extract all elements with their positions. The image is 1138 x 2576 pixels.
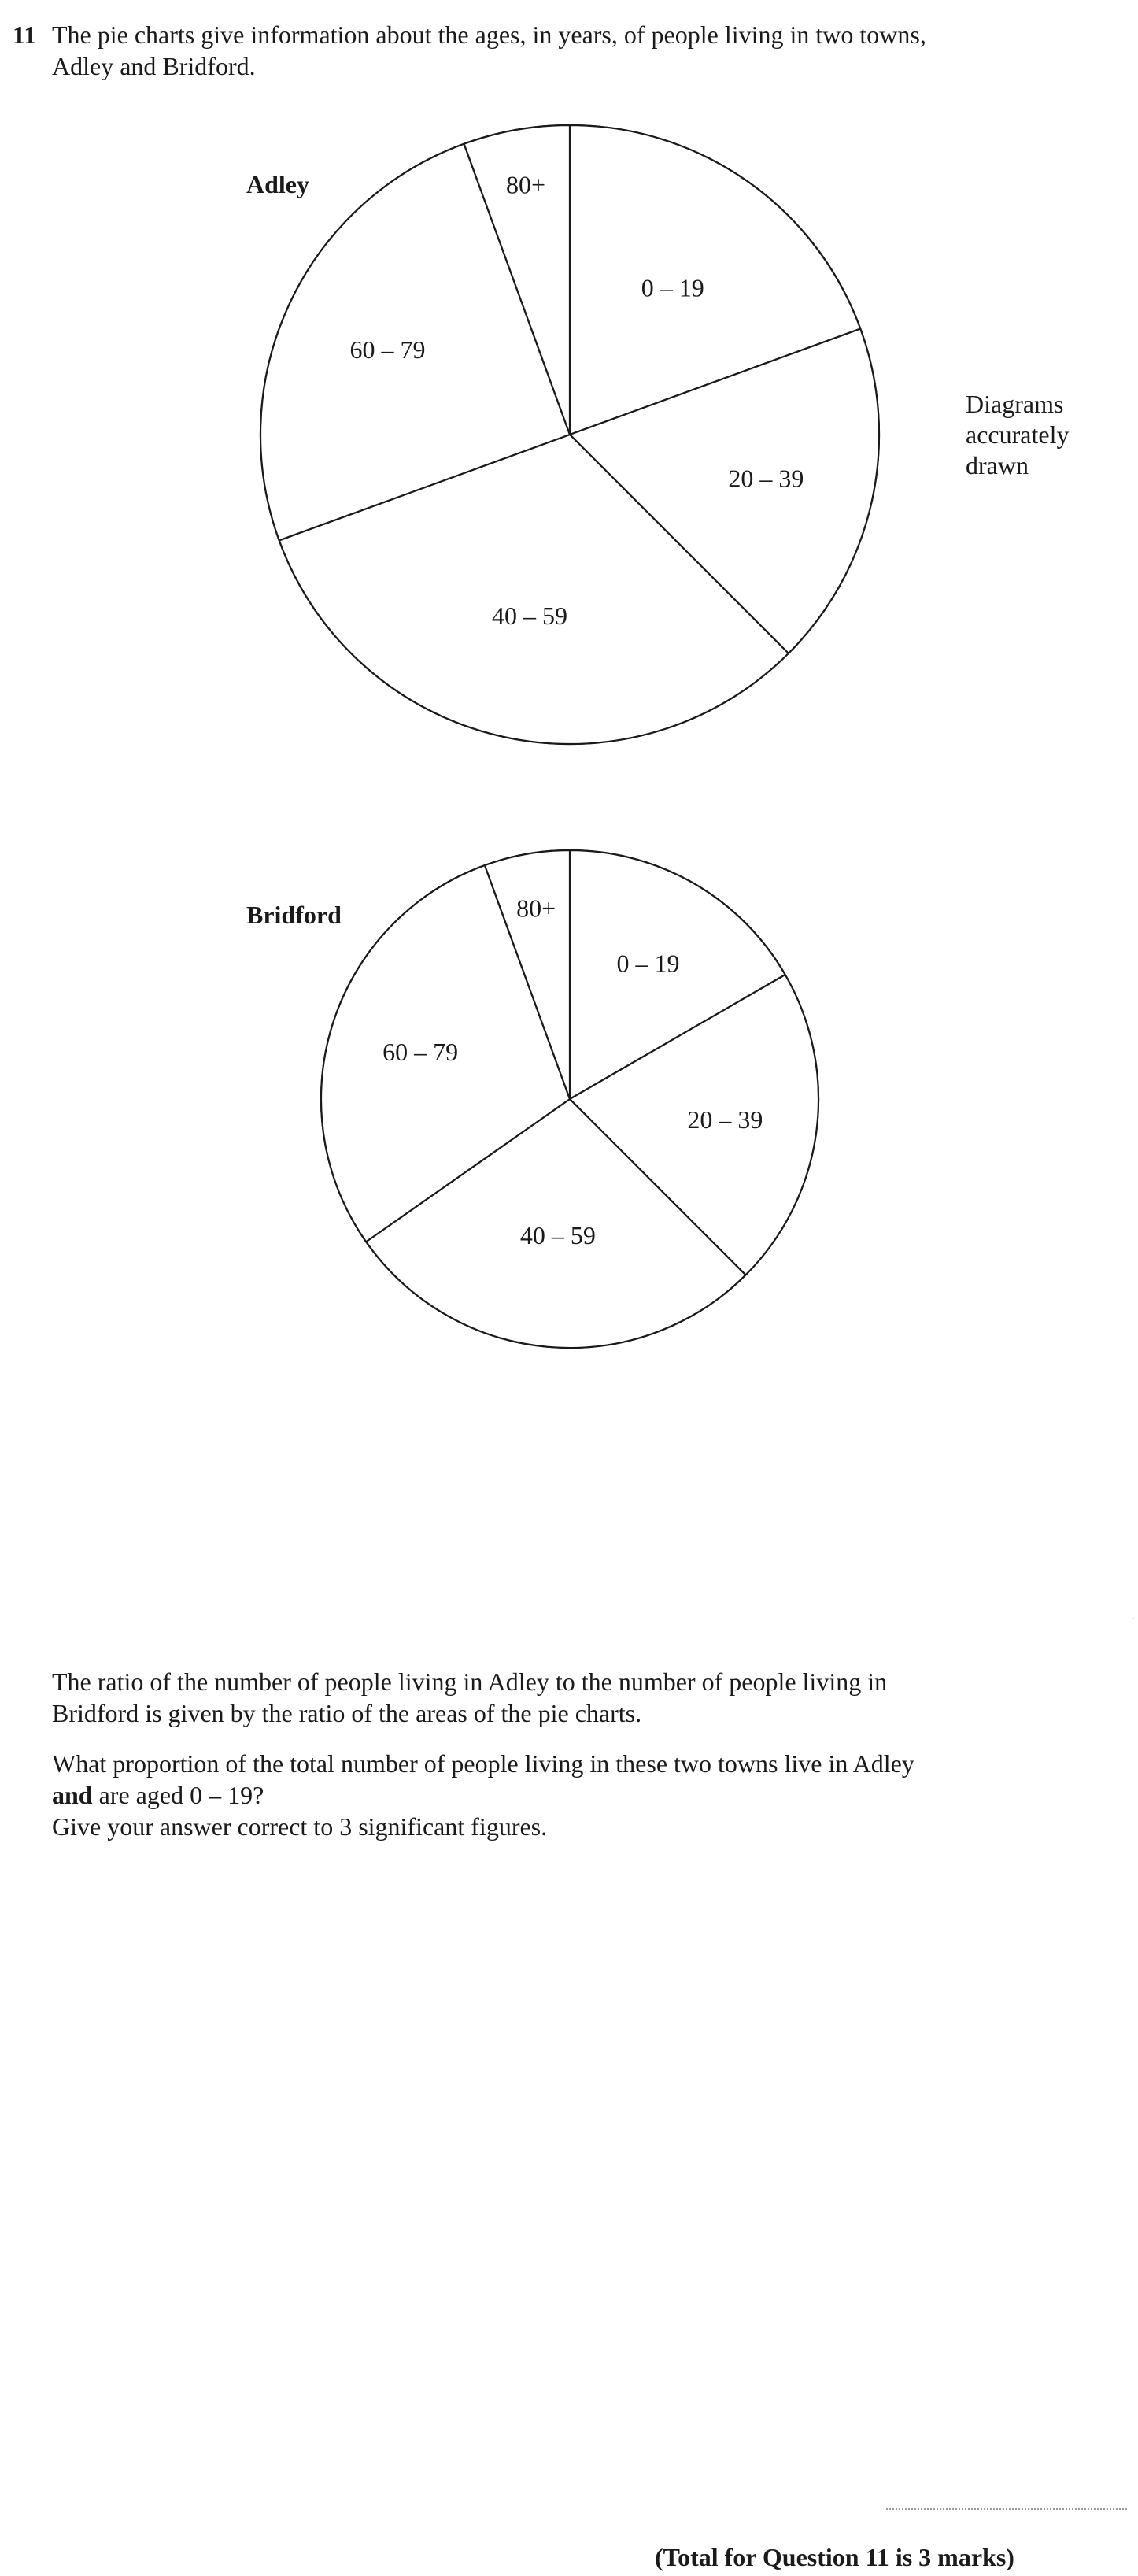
bridford-slice-60-79: [320, 864, 571, 1243]
bridford-chart-title: Bridford: [246, 901, 342, 929]
adley-slice-20-39: [568, 328, 881, 654]
note-line-3: drawn: [966, 451, 1029, 479]
intro-line-1: The pie charts give information about th…: [52, 20, 926, 49]
adley-label-20-39: 20 – 39: [728, 464, 804, 492]
adley-chart-title: Adley: [246, 170, 309, 198]
question-line-1: What proportion of the total number of p…: [52, 1749, 914, 1778]
adley-slice-0-19: [568, 124, 862, 436]
bridford-slice-40-59: [365, 1097, 747, 1349]
note-line-2: accurately: [966, 420, 1070, 449]
adley-slice-80: [463, 124, 571, 436]
right-edge-mark: ·: [1132, 1614, 1136, 1626]
answer-line[interactable]: [886, 2508, 1127, 2510]
bridford-label-60-79: 60 – 79: [382, 1038, 458, 1066]
question-number: 11: [13, 20, 37, 49]
bridford-pie-chart: 0 – 19 20 – 39 40 – 59 60 – 79 80+ Bridford: [246, 849, 820, 1349]
adley-slice-40-59: [278, 433, 789, 746]
bridford-label-80: 80+: [516, 894, 556, 922]
adley-label-60-79: 60 – 79: [349, 335, 425, 364]
bridford-label-0-19: 0 – 19: [617, 949, 680, 978]
question-intro: The pie charts give information about th…: [52, 19, 1067, 82]
adley-pie-chart: 0 – 19 20 – 39 40 – 59 60 – 79 80+ Adley: [246, 124, 881, 746]
ratio-paragraph: The ratio of the number of people living…: [52, 1666, 1051, 1729]
ratio-line-2: Bridford is given by the ratio of the ar…: [52, 1699, 642, 1727]
diagram-note: Diagrams accurately drawn: [966, 389, 1069, 481]
bridford-label-20-39: 20 – 39: [687, 1105, 763, 1134]
adley-slice-60-79: [259, 142, 571, 542]
adley-label-80: 80+: [506, 171, 545, 199]
bridford-label-40-59: 40 – 59: [520, 1221, 596, 1249]
intro-line-2: Adley and Bridford.: [52, 52, 256, 80]
bridford-slice-80: [483, 849, 571, 1101]
total-marks: (Total for Question 11 is 3 marks): [655, 2543, 1014, 2571]
ratio-line-1: The ratio of the number of people living…: [52, 1667, 888, 1696]
question-line-2: are aged 0 – 19?: [92, 1781, 264, 1809]
bridford-slice-0-19: [568, 849, 786, 1101]
adley-label-40-59: 40 – 59: [492, 601, 567, 630]
question-line-3: Give your answer correct to 3 significan…: [52, 1812, 548, 1841]
question-paragraph: What proportion of the total number of p…: [52, 1748, 1051, 1842]
note-line-1: Diagrams: [966, 390, 1064, 418]
bridford-slice-20-39: [568, 973, 820, 1276]
adley-label-0-19: 0 – 19: [641, 273, 704, 302]
question-bold-word: and: [52, 1781, 93, 1809]
left-edge-mark: ·: [0, 1614, 4, 1626]
